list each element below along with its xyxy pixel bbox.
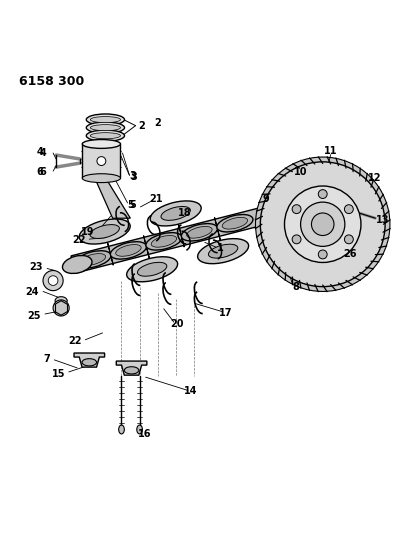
Polygon shape: [273, 178, 353, 280]
Ellipse shape: [182, 223, 217, 241]
Ellipse shape: [75, 251, 111, 268]
Ellipse shape: [86, 114, 124, 125]
Ellipse shape: [187, 227, 212, 238]
Text: 6: 6: [40, 167, 46, 177]
Circle shape: [318, 250, 327, 259]
Text: 6: 6: [36, 167, 43, 177]
Polygon shape: [96, 180, 130, 218]
Ellipse shape: [150, 201, 201, 226]
Polygon shape: [116, 361, 147, 375]
Text: 3: 3: [130, 171, 137, 181]
Polygon shape: [215, 217, 225, 258]
Text: 19: 19: [81, 227, 95, 237]
Ellipse shape: [80, 254, 106, 265]
Text: 9: 9: [262, 194, 269, 204]
Text: 1: 1: [217, 244, 224, 253]
Circle shape: [43, 271, 63, 290]
Ellipse shape: [222, 217, 248, 229]
Text: 4: 4: [40, 148, 46, 158]
Text: 8: 8: [292, 282, 299, 293]
Text: 14: 14: [184, 386, 198, 396]
Circle shape: [292, 235, 301, 244]
Circle shape: [318, 190, 327, 198]
Ellipse shape: [90, 133, 120, 139]
Circle shape: [284, 186, 361, 262]
Polygon shape: [71, 206, 273, 273]
Text: 2: 2: [138, 120, 145, 131]
Ellipse shape: [62, 255, 92, 273]
Text: 15: 15: [52, 368, 65, 378]
Text: 26: 26: [344, 248, 357, 259]
Ellipse shape: [151, 236, 177, 247]
Text: 12: 12: [368, 173, 381, 183]
Text: 17: 17: [219, 308, 233, 318]
Ellipse shape: [82, 140, 120, 148]
Text: 10: 10: [294, 167, 307, 177]
Text: 3: 3: [130, 172, 137, 182]
Text: 22: 22: [68, 336, 82, 345]
FancyBboxPatch shape: [82, 144, 120, 178]
Text: 16: 16: [137, 429, 151, 439]
Ellipse shape: [161, 206, 191, 220]
Ellipse shape: [90, 224, 120, 238]
Ellipse shape: [137, 425, 142, 434]
Ellipse shape: [208, 244, 238, 258]
Text: 11: 11: [324, 147, 337, 156]
Text: 2: 2: [154, 118, 161, 128]
Ellipse shape: [126, 257, 177, 282]
Text: 5: 5: [129, 200, 136, 210]
Circle shape: [255, 157, 390, 292]
Ellipse shape: [86, 130, 124, 141]
Circle shape: [344, 235, 353, 244]
Ellipse shape: [90, 117, 120, 123]
Text: 20: 20: [170, 319, 183, 329]
Ellipse shape: [217, 214, 253, 232]
Polygon shape: [174, 207, 184, 247]
Ellipse shape: [82, 174, 120, 183]
Text: 23: 23: [29, 262, 43, 272]
Text: 24: 24: [25, 287, 39, 297]
Ellipse shape: [82, 359, 97, 366]
Ellipse shape: [124, 367, 139, 374]
Text: 4: 4: [36, 147, 43, 157]
Text: 5: 5: [127, 200, 134, 211]
Text: 21: 21: [149, 195, 162, 204]
Circle shape: [53, 300, 69, 316]
Polygon shape: [74, 353, 104, 367]
Text: 7: 7: [44, 354, 50, 364]
Ellipse shape: [146, 232, 182, 250]
Circle shape: [301, 202, 345, 246]
Ellipse shape: [137, 262, 167, 276]
Ellipse shape: [55, 297, 67, 305]
Ellipse shape: [197, 239, 248, 264]
Polygon shape: [103, 225, 113, 265]
Circle shape: [260, 162, 385, 287]
Ellipse shape: [111, 241, 146, 259]
Text: 13: 13: [375, 215, 389, 225]
Circle shape: [97, 157, 106, 165]
Circle shape: [344, 205, 353, 214]
Text: 6158 300: 6158 300: [19, 75, 84, 88]
Ellipse shape: [86, 122, 124, 133]
Polygon shape: [144, 236, 154, 276]
Circle shape: [48, 276, 58, 285]
Circle shape: [292, 205, 301, 214]
Text: 18: 18: [178, 207, 191, 217]
Ellipse shape: [116, 245, 141, 256]
Ellipse shape: [90, 125, 120, 131]
Circle shape: [311, 213, 334, 236]
Text: 22: 22: [72, 235, 85, 245]
Ellipse shape: [79, 219, 130, 244]
Ellipse shape: [119, 425, 124, 434]
Text: 25: 25: [27, 311, 41, 320]
